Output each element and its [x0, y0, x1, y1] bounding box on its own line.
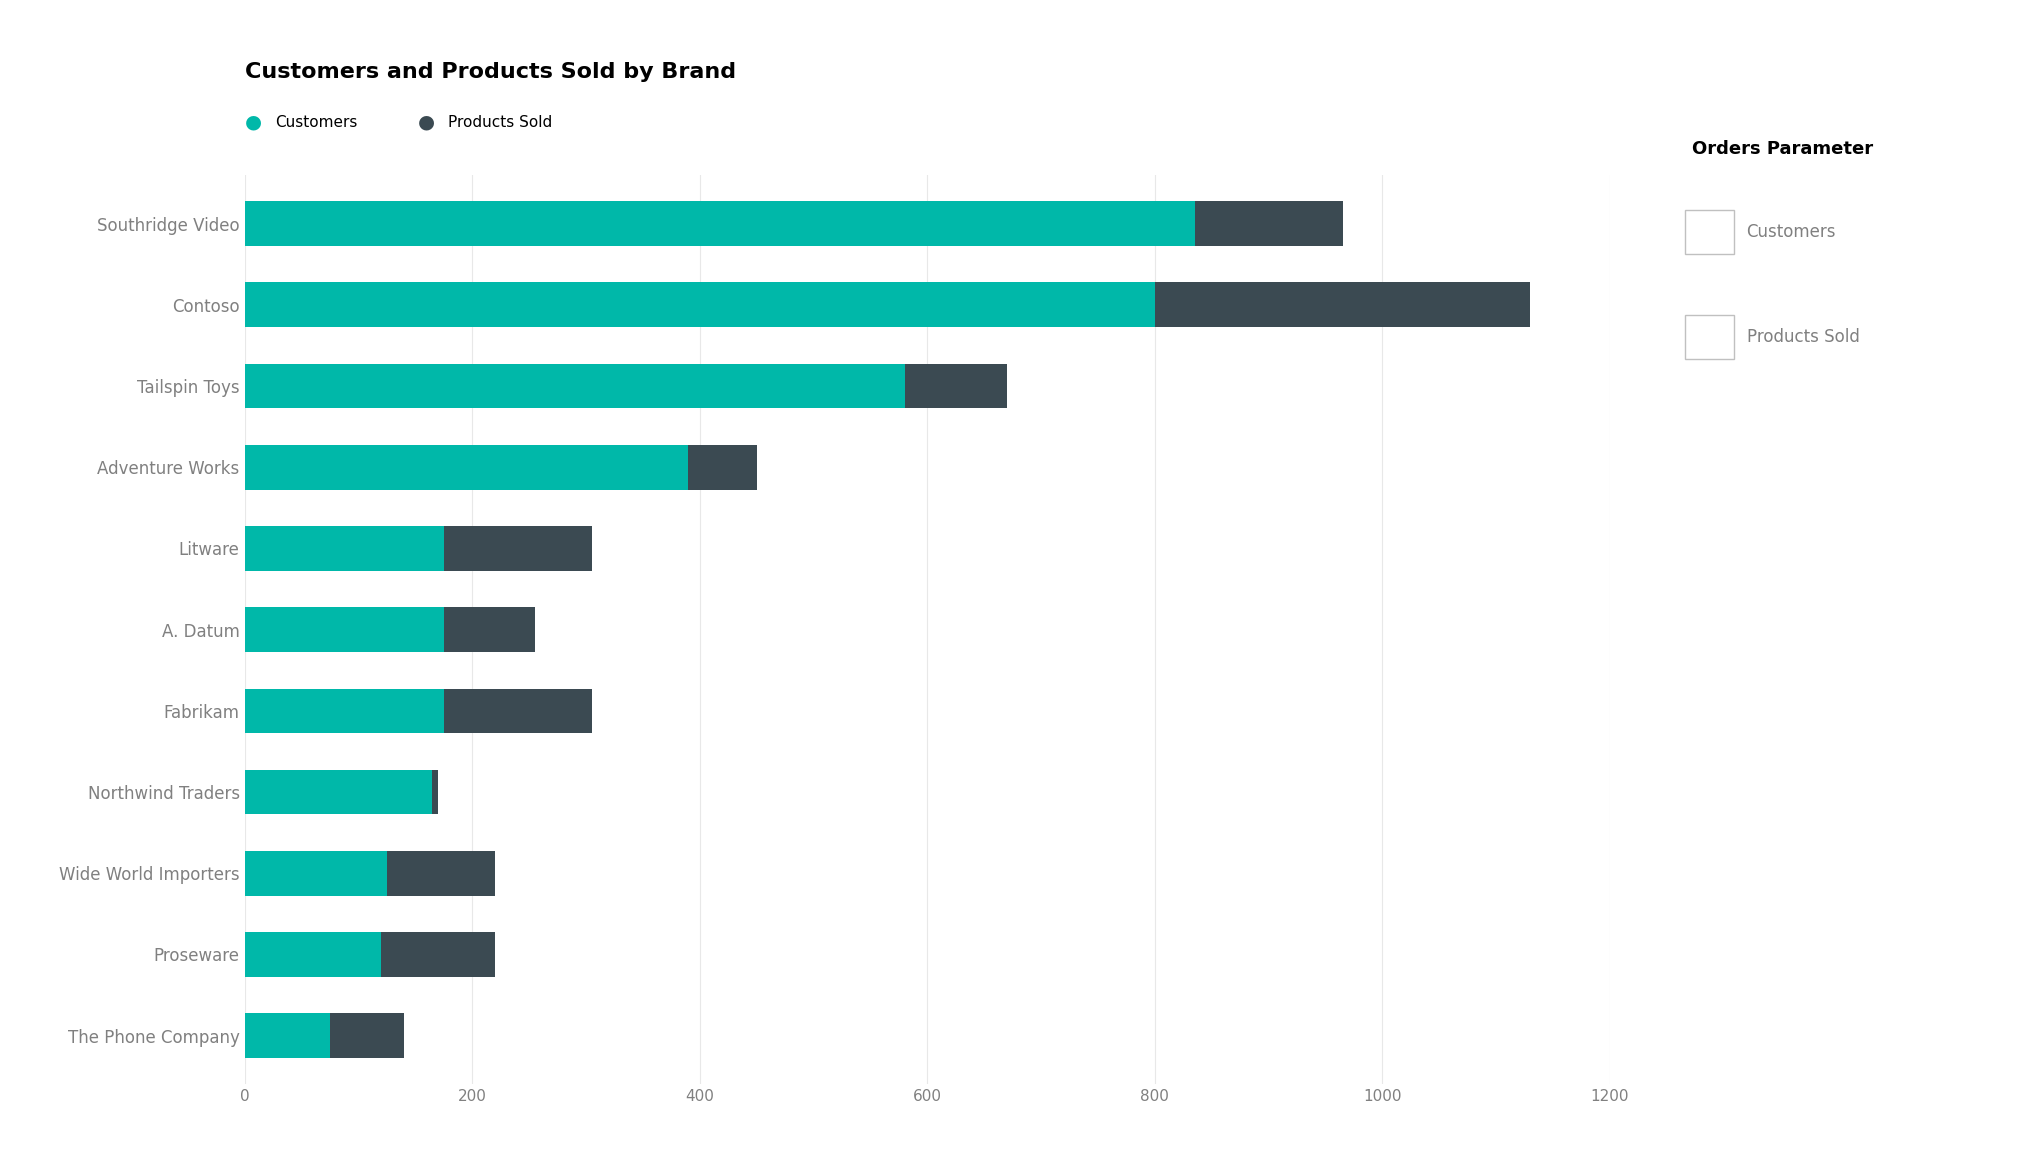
Bar — [245, 688, 444, 733]
Bar — [245, 851, 387, 895]
Bar — [444, 526, 591, 571]
Bar — [245, 770, 432, 814]
Bar — [1194, 202, 1343, 246]
Bar — [245, 526, 444, 571]
Bar — [245, 607, 444, 652]
Bar — [330, 1013, 404, 1058]
Text: Customers and Products Sold by Brand: Customers and Products Sold by Brand — [245, 62, 736, 82]
Bar — [1156, 282, 1531, 328]
Bar — [444, 688, 591, 733]
Bar — [387, 851, 495, 895]
Bar — [689, 445, 756, 490]
Bar — [245, 445, 689, 490]
Bar — [245, 202, 1194, 246]
Text: ●: ● — [418, 113, 434, 132]
Bar — [432, 770, 438, 814]
Bar — [245, 364, 905, 408]
Bar — [381, 932, 495, 977]
Text: ●: ● — [245, 113, 261, 132]
Text: Orders Parameter: Orders Parameter — [1692, 140, 1873, 157]
Bar — [245, 1013, 330, 1058]
Bar — [444, 607, 534, 652]
Text: Products Sold: Products Sold — [1747, 328, 1859, 346]
Text: Products Sold: Products Sold — [448, 115, 552, 129]
Text: Customers: Customers — [275, 115, 357, 129]
Bar — [245, 282, 1156, 328]
Bar — [905, 364, 1007, 408]
Bar — [245, 932, 381, 977]
Text: Customers: Customers — [1747, 223, 1836, 241]
